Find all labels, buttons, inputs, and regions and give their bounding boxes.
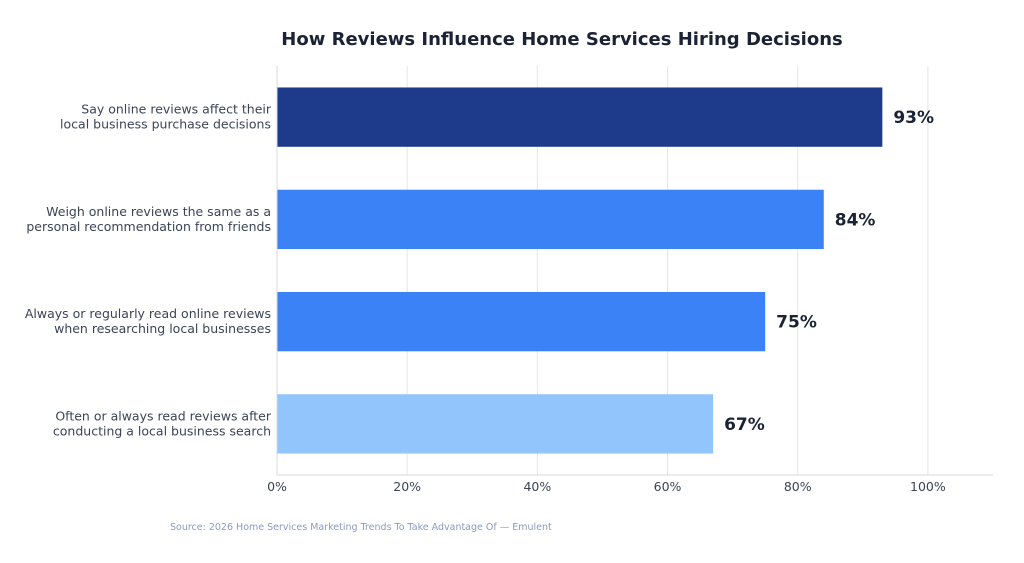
x-tick-label: 80%	[784, 479, 812, 494]
bar	[277, 87, 883, 147]
data-label: 84%	[835, 210, 876, 230]
x-tick-label: 0%	[267, 479, 287, 494]
bar	[277, 189, 824, 250]
data-label: 75%	[776, 313, 817, 333]
x-tick-label: 20%	[393, 479, 421, 494]
chart-title: How Reviews Influence Home Services Hiri…	[281, 29, 842, 50]
y-category-label: Always or regularly read online reviews w…	[25, 306, 271, 336]
source-note: Source: 2026 Home Services Marketing Tre…	[170, 522, 552, 533]
data-label: 93%	[893, 108, 934, 128]
x-tick-label: 100%	[910, 479, 946, 494]
bars: 93% 84% 75% 67%	[277, 87, 934, 454]
data-label: 67%	[724, 415, 765, 435]
x-axis: 0% 20% 40% 60% 80% 100%	[267, 66, 993, 494]
bar	[277, 394, 714, 454]
x-tick-label: 40%	[523, 479, 551, 494]
x-tick-label: 60%	[654, 479, 682, 494]
bar	[277, 291, 766, 352]
y-category-label: Often or always read reviews after conduc…	[53, 408, 272, 438]
category-labels: Say online reviews affect their local bus…	[25, 102, 272, 439]
y-category-label: Say online reviews affect their local bus…	[60, 102, 272, 132]
y-category-label: Weigh online reviews the same as a person…	[26, 204, 271, 234]
